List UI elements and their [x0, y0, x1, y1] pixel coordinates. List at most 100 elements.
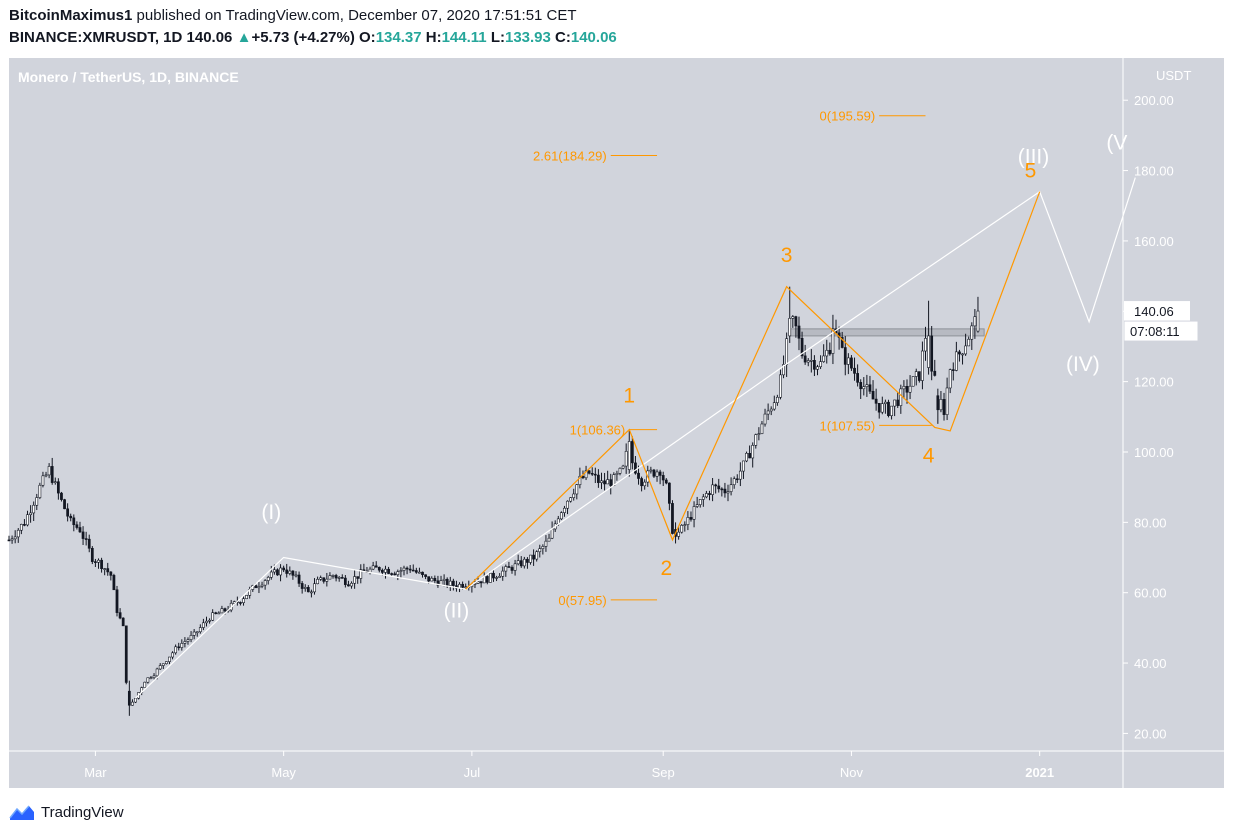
price-axis-unit: USDT — [1156, 68, 1191, 83]
candle-body — [60, 492, 63, 500]
candle-body — [572, 493, 576, 499]
candle-body — [859, 382, 863, 390]
candle-body — [664, 479, 668, 484]
candle-body — [347, 584, 350, 587]
candle-body — [294, 574, 298, 577]
fib-level-label: 2.61(184.29) — [533, 148, 607, 163]
candle-body — [769, 408, 773, 412]
candle-body — [751, 445, 755, 459]
candle-body — [448, 580, 452, 586]
candle-body — [390, 573, 394, 575]
last-price-tag — [1124, 301, 1190, 322]
candle-body — [612, 474, 616, 486]
candle-body — [547, 537, 551, 542]
candle-body — [754, 434, 758, 446]
candle-body — [680, 525, 684, 533]
candle-body — [729, 484, 733, 492]
candle-body — [726, 491, 730, 494]
candle-body — [112, 575, 116, 591]
candle-body — [501, 570, 505, 577]
candle-body — [976, 310, 980, 332]
candle-body — [371, 565, 375, 570]
fibonacci-levels: 0(195.59) 2.61(184.29) 1(106.36) 1(107.55) 0… — [533, 109, 932, 608]
candle-body — [695, 504, 699, 507]
author-name[interactable]: BitcoinMaximus1 — [9, 7, 133, 24]
footer-brand[interactable]: TradingView — [9, 801, 124, 823]
wave-labels: (I) (II) (III) (IV) (V 1 2 3 4 5 — [261, 131, 1127, 622]
candle-body — [652, 469, 656, 477]
candle-body — [806, 360, 810, 363]
candle-body — [683, 524, 687, 526]
candle-body — [300, 583, 304, 589]
candle-body — [936, 395, 940, 411]
candle-body — [32, 504, 36, 514]
candle-body — [303, 587, 307, 589]
candle-body — [776, 396, 779, 403]
candle-body — [87, 538, 91, 549]
candle-body — [353, 576, 356, 584]
candle-body — [618, 467, 622, 474]
candle-body — [735, 478, 739, 481]
candle-body — [948, 369, 952, 389]
candle-body — [630, 441, 634, 464]
candle-body — [526, 558, 529, 563]
candle-body — [464, 586, 468, 589]
candle-body — [714, 484, 718, 487]
candle-body — [785, 338, 789, 365]
candle-body — [890, 405, 893, 416]
candle-body — [7, 539, 11, 542]
candle-body — [902, 386, 906, 390]
candle-body — [495, 577, 498, 579]
candle-body — [921, 350, 924, 381]
candle-body — [319, 577, 323, 580]
candle-body — [63, 499, 66, 510]
candle-body — [621, 465, 625, 469]
candle-body — [535, 551, 539, 560]
wave-label: (V — [1106, 131, 1127, 154]
candle-body — [911, 376, 915, 387]
candle-body — [408, 568, 412, 571]
candle-body — [421, 571, 424, 576]
y-tick-label: 60.00 — [1134, 586, 1167, 601]
candle-body — [945, 387, 949, 415]
candle-body — [260, 584, 264, 587]
candle-body — [13, 536, 17, 540]
candle-body — [273, 569, 276, 573]
candle-body — [967, 338, 971, 347]
candle-body — [822, 355, 826, 362]
candle-body — [411, 569, 415, 572]
x-tick-label: 2021 — [1025, 765, 1054, 780]
candle-body — [328, 575, 332, 580]
wave-label: (III) — [1018, 146, 1050, 169]
candle-body — [513, 563, 517, 571]
candle-body — [90, 547, 94, 562]
candle-body — [964, 345, 968, 355]
candle-body — [578, 475, 582, 486]
candle-body — [939, 399, 943, 411]
candle-body — [402, 567, 406, 571]
candle-body — [930, 335, 934, 372]
candle-body — [94, 561, 97, 563]
candle-body — [377, 566, 381, 571]
candle-body — [655, 471, 659, 477]
candle-body — [192, 631, 196, 636]
countdown-tag-label: 07:08:11 — [1130, 324, 1180, 339]
candle-body — [279, 567, 282, 576]
candle-body — [430, 577, 434, 582]
candle-body — [942, 399, 946, 415]
candle-body — [109, 571, 113, 576]
time-axis[interactable]: Mar May Jul Sep Nov 2021 — [84, 751, 1054, 780]
y-tick-label: 40.00 — [1134, 656, 1167, 671]
candle-body — [53, 481, 57, 484]
candle-body — [637, 472, 640, 479]
y-tick-label: 180.00 — [1134, 164, 1174, 179]
y-tick-label: 20.00 — [1134, 726, 1167, 741]
candle-body — [853, 367, 856, 374]
candle-body — [492, 572, 495, 579]
candlestick-series — [7, 286, 980, 716]
candle-body — [316, 579, 319, 585]
candle-body — [538, 548, 542, 553]
candle-body — [451, 580, 455, 586]
candle-body — [856, 373, 859, 383]
